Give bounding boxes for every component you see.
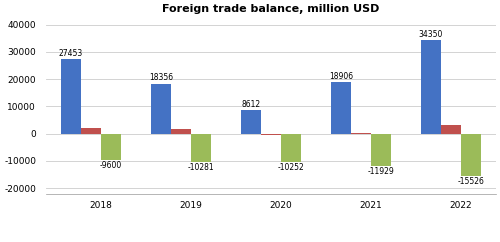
Bar (281, 134, 300, 162)
Bar (191, 134, 210, 162)
Bar (331, 82, 351, 134)
Bar (61, 59, 81, 134)
Text: 27453: 27453 (59, 49, 83, 58)
Bar (241, 110, 261, 134)
Text: 18356: 18356 (149, 74, 173, 83)
Text: -11929: -11929 (368, 167, 394, 176)
Bar (460, 134, 480, 176)
Text: 18906: 18906 (329, 72, 353, 81)
Text: -10252: -10252 (278, 163, 304, 172)
Bar (171, 129, 191, 134)
Bar (370, 134, 390, 166)
Bar (151, 83, 171, 134)
Text: 8612: 8612 (242, 100, 260, 109)
Text: -9600: -9600 (100, 161, 122, 170)
Bar (441, 125, 460, 134)
Text: 34350: 34350 (419, 30, 443, 39)
Bar (101, 134, 120, 160)
Text: -15526: -15526 (457, 177, 484, 186)
Text: -10281: -10281 (188, 163, 214, 172)
Bar (421, 40, 441, 134)
Bar (261, 134, 281, 135)
Title: Foreign trade balance, million USD: Foreign trade balance, million USD (162, 4, 380, 14)
Bar (81, 128, 101, 134)
Bar (351, 133, 370, 134)
